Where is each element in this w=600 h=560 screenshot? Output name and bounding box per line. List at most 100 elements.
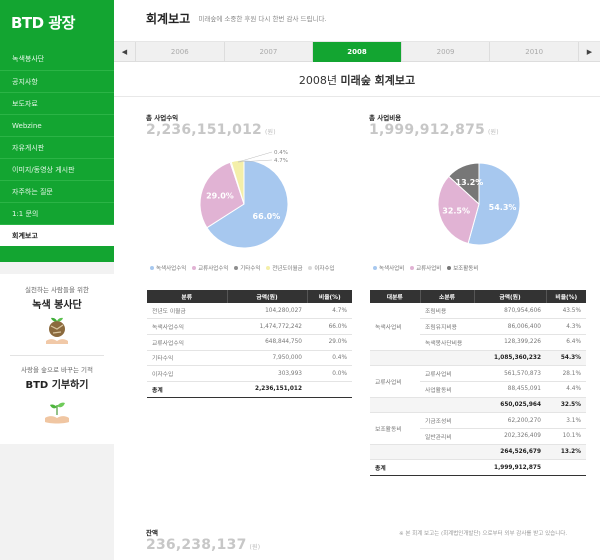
table-total-row: 총계 2,236,151,012 xyxy=(147,381,352,398)
cell-name: 교류사업비 xyxy=(420,365,474,382)
legend-item: 교류사업수익 xyxy=(198,266,229,272)
cell-ratio: 0.0% xyxy=(307,365,352,382)
year-tabs: 2006 2007 2008 2009 2010 xyxy=(136,42,578,62)
pie-slice xyxy=(448,162,480,206)
callout-label: 4.7% xyxy=(274,158,288,164)
cell-amount: 561,570,873 xyxy=(474,365,546,382)
cell-group: 보조활동비 xyxy=(370,412,420,445)
cell-name: 조림유지비용 xyxy=(420,318,474,335)
cell-amount: 648,844,750 xyxy=(227,334,307,351)
cell-empty xyxy=(420,444,474,461)
sidebar-item-inquiry[interactable]: 1:1 문의 xyxy=(0,202,114,224)
legend-item: 녹색사업비 xyxy=(379,266,405,272)
cell-ratio: 28.1% xyxy=(546,365,586,382)
sidebar-item-accounting[interactable]: 회계보고 xyxy=(0,224,114,246)
cell-amount: 1,999,912,875 xyxy=(474,459,546,477)
sidebar-item-faq[interactable]: 자주하는 질문 xyxy=(0,180,114,202)
cell-name: 총계 xyxy=(147,381,227,398)
callout-line xyxy=(237,159,273,163)
cell-amount: 870,954,606 xyxy=(474,303,546,320)
expense-metric: 총 사업비용 1,999,912,875 (원) xyxy=(369,112,499,138)
income-value: 2,236,151,012 (원) xyxy=(146,122,276,138)
table-row: 보조활동비 기금조성비 62,200,270 3.1% xyxy=(370,412,586,445)
legend-swatch xyxy=(447,266,452,270)
year-selector: ◀ 2006 2007 2008 2009 2010 ▶ xyxy=(114,42,600,62)
balance-amount: 236,238,137 xyxy=(146,537,247,553)
promo-volunteer-caption: 실천하는 사람들을 위한 xyxy=(25,286,89,294)
sidebar-nav-footer xyxy=(0,246,114,262)
pie-slice-label: 66.0% xyxy=(253,212,281,221)
sidebar-item-media-board[interactable]: 이미지/동영상 게시판 xyxy=(0,158,114,180)
tab-year-2009[interactable]: 2009 xyxy=(402,42,491,62)
legend-swatch xyxy=(266,266,271,270)
sidebar-item-green-volunteer[interactable]: 녹색봉사단 xyxy=(12,55,45,63)
cell-ratio xyxy=(307,381,352,398)
tab-year-2006[interactable]: 2006 xyxy=(136,42,225,62)
cell-ratio: 66.0% xyxy=(307,318,352,335)
callout-label: 0.4% xyxy=(274,150,288,156)
table-row: 교류사업수익 648,844,750 29.0% xyxy=(147,334,352,351)
cell-ratio: 0.4% xyxy=(307,350,352,367)
sidebar-item-press[interactable]: 보도자료 xyxy=(0,92,114,114)
table-row: 일반관리비 202,326,409 10.1% xyxy=(370,428,586,445)
income-metric: 총 사업수익 2,236,151,012 (원) xyxy=(146,112,276,138)
table-row: 녹색사업비 조림비용 870,954,606 43.5% xyxy=(370,303,586,351)
caret-right-icon: ▶ xyxy=(586,48,593,56)
pie-slice xyxy=(199,161,245,229)
sidebar-item-webzine[interactable]: Webzine xyxy=(0,114,114,136)
tab-year-2010[interactable]: 2010 xyxy=(525,48,544,56)
col-header: 분류 xyxy=(147,290,228,303)
next-year-button[interactable]: ▶ xyxy=(578,42,600,62)
cell-name: 총계 xyxy=(370,459,420,477)
brand-title[interactable]: BTD 광장 xyxy=(0,0,114,44)
sidebar-item-notice[interactable]: 공지사항 xyxy=(0,70,114,92)
tab-year-2008[interactable]: 2008 xyxy=(313,42,402,62)
legend-swatch xyxy=(410,266,415,270)
col-header: 대분류 xyxy=(370,290,421,303)
cell-group: 녹색사업비 xyxy=(370,303,420,351)
cell-empty xyxy=(420,397,474,414)
table-header-row: 대분류 소분류 금액(원) 비율(%) xyxy=(370,290,586,303)
expense-value: 1,999,912,875 (원) xyxy=(369,122,499,138)
legend-swatch xyxy=(373,266,377,270)
income-table: 분류 금액(원) 비율(%) 전년도 이월금 104,280,027 4.7% 녹색… xyxy=(147,290,352,398)
cell-ratio: 4.4% xyxy=(546,381,586,398)
table-row: 조림유지비용 86,006,400 4.3% xyxy=(370,318,586,335)
legend-item: 교류사업비 xyxy=(416,266,442,272)
divider xyxy=(114,96,600,97)
legend-item: 기타수익 xyxy=(240,266,261,272)
sidebar: BTD 광장 녹색봉사단 공지사항 보도자료 Webzine 자유게시판 이미지… xyxy=(0,0,114,560)
page-header: 회계보고 미래숲에 소중한 후원 다시 한번 감사 드립니다. xyxy=(114,0,600,42)
cell-group: 교류사업비 xyxy=(370,365,420,398)
col-header: 비율(%) xyxy=(307,290,352,303)
cell-empty xyxy=(370,444,420,461)
report-heading: 미래숲 회계보고 xyxy=(340,74,416,87)
expense-unit: (원) xyxy=(487,129,499,136)
cell-name: 이자수입 xyxy=(147,365,227,382)
balance-metric: 잔액 236,238,137 (원) xyxy=(146,527,260,553)
table-subtotal-row: 1,085,360,232 54.3% xyxy=(370,350,586,367)
table-header-row: 분류 금액(원) 비율(%) xyxy=(147,290,352,303)
expense-pie-chart: 54.3% 32.5% 13.2% xyxy=(437,162,521,246)
table-row: 기타수익 7,950,000 0.4% xyxy=(147,350,352,367)
cell-ratio: 43.5% xyxy=(546,303,586,320)
col-header: 비율(%) xyxy=(546,290,586,303)
cell-amount: 264,526,679 xyxy=(474,444,546,461)
legend-swatch xyxy=(150,266,154,270)
cell-ratio: 54.3% xyxy=(546,350,586,367)
promo-volunteer-title: 녹색 봉사단 xyxy=(32,300,82,311)
pie-slice xyxy=(206,159,289,249)
promo-donate[interactable]: 사랑을 숲으로 바꾸는 기적 BTD 기부하기 xyxy=(0,364,114,427)
promo-divider xyxy=(10,355,104,356)
cell-ratio: 29.0% xyxy=(307,334,352,351)
report-year: 2008 xyxy=(298,74,327,87)
cell-amount: 303,993 xyxy=(227,365,307,382)
tab-year-2007[interactable]: 2007 xyxy=(225,42,314,62)
col-header: 금액(원) xyxy=(227,290,308,303)
cell-ratio: 4.3% xyxy=(546,318,586,335)
sidebar-item-free-board[interactable]: 자유게시판 xyxy=(0,136,114,158)
promo-volunteer[interactable]: 실천하는 사람들을 위한 녹색 봉사단 xyxy=(0,284,114,347)
cell-name: 사업활동비 xyxy=(420,381,474,398)
prev-year-button[interactable]: ◀ xyxy=(114,42,136,62)
cell-amount: 650,025,964 xyxy=(474,397,546,414)
